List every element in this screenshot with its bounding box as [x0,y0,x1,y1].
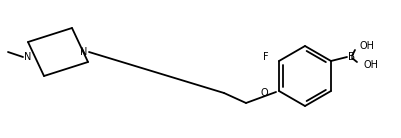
Text: B: B [347,52,354,62]
Text: N: N [24,52,32,62]
Text: O: O [260,88,267,98]
Text: N: N [80,47,87,57]
Text: F: F [263,52,268,62]
Text: OH: OH [359,41,374,51]
Text: OH: OH [363,60,378,70]
